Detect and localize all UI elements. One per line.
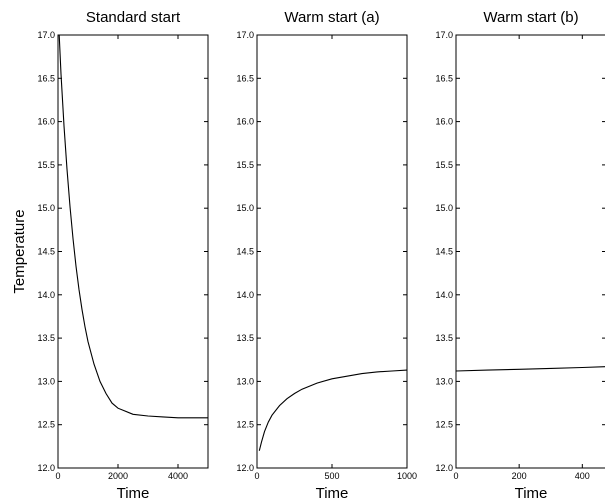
y-tick-label: 12.0 <box>37 463 55 473</box>
y-tick-label: 17.0 <box>236 30 254 40</box>
x-tick-label: 4000 <box>168 471 188 481</box>
y-tick-label: 13.5 <box>37 333 55 343</box>
y-tick-label: 12.0 <box>236 463 254 473</box>
y-tick-label: 16.0 <box>236 117 254 127</box>
y-tick-label: 12.5 <box>236 420 254 430</box>
x-axis-label: Time <box>117 485 150 502</box>
y-tick-label: 13.0 <box>236 376 254 386</box>
y-tick-label: 13.5 <box>236 333 254 343</box>
y-tick-label: 14.5 <box>37 247 55 257</box>
y-tick-label: 15.0 <box>435 203 453 213</box>
y-tick-label: 13.0 <box>37 376 55 386</box>
y-tick-label: 15.0 <box>37 203 55 213</box>
chart-title: Warm start (b) <box>483 9 578 26</box>
y-tick-label: 14.5 <box>435 247 453 257</box>
y-tick-label: 17.0 <box>37 30 55 40</box>
series-line <box>58 35 208 419</box>
y-tick-label: 16.5 <box>236 73 254 83</box>
panel-warm-start-a: 12.0 12.5 13.0 13.5 14.0 14.5 15.0 15.5 16.0 16.5… <box>236 9 417 502</box>
axes-frame <box>256 34 408 469</box>
x-axis-label: Time <box>316 485 349 502</box>
y-tick-label: 16.0 <box>435 117 453 127</box>
y-tick-label: 15.5 <box>435 160 453 170</box>
x-axis-label: Time <box>515 485 548 502</box>
x-tick-label: 0 <box>55 471 60 481</box>
y-tick-label: 14.0 <box>435 290 453 300</box>
x-tick-label: 500 <box>324 471 339 481</box>
y-tick-label: 13.0 <box>435 376 453 386</box>
series-line <box>456 366 605 372</box>
axes-frame <box>57 34 209 469</box>
y-tick-label: 12.5 <box>37 420 55 430</box>
x-tick-label: 0 <box>453 471 458 481</box>
panel-warm-start-b: 12.0 12.5 13.0 13.5 14.0 14.5 15.0 15.5 16.0 16.5… <box>435 9 605 502</box>
x-tick-label: 400 <box>575 471 590 481</box>
y-tick-label: 13.5 <box>435 333 453 343</box>
y-tick-label: 16.0 <box>37 117 55 127</box>
y-tick-label: 14.0 <box>236 290 254 300</box>
y-tick-label: 15.5 <box>236 160 254 170</box>
y-tick-label: 16.5 <box>435 73 453 83</box>
y-axis-label: Temperature <box>11 209 28 293</box>
chart-title: Warm start (a) <box>284 9 379 26</box>
chart-title: Standard start <box>86 9 181 26</box>
y-tick-label: 14.5 <box>236 247 254 257</box>
y-tick-label: 17.0 <box>435 30 453 40</box>
y-tick-label: 12.0 <box>435 463 453 473</box>
y-tick-label: 15.0 <box>236 203 254 213</box>
axes-frame <box>455 34 605 469</box>
x-tick-label: 200 <box>512 471 527 481</box>
panel-standard-start: 12.0 12.5 13.0 13.5 14.0 14.5 15.0 15.5 16.0 16.5… <box>11 9 209 502</box>
series-line <box>258 369 407 451</box>
x-tick-label: 1000 <box>397 471 417 481</box>
y-tick-label: 15.5 <box>37 160 55 170</box>
y-tick-label: 14.0 <box>37 290 55 300</box>
y-tick-label: 16.5 <box>37 73 55 83</box>
x-tick-label: 0 <box>254 471 259 481</box>
x-tick-label: 2000 <box>108 471 128 481</box>
y-tick-label: 12.5 <box>435 420 453 430</box>
